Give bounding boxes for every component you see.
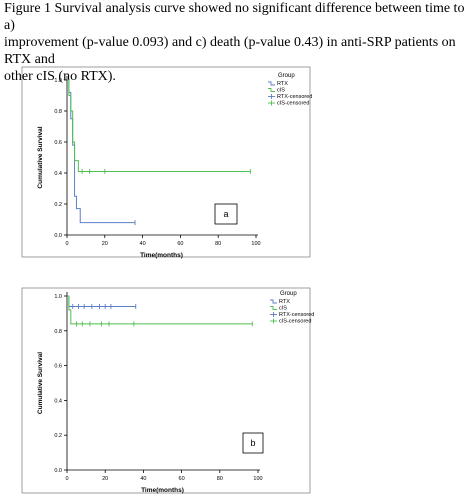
chart-a-x-axis-label: Time(months) — [140, 252, 183, 259]
chart-a-legend-title: Group — [278, 73, 295, 79]
chart-a-x-tick-label: 0 — [65, 241, 68, 247]
chart-b-series-rtx — [67, 295, 136, 307]
chart-b-x-tick-label: 40 — [140, 476, 146, 482]
caption-line-1: Figure 1 Survival analysis curve showed … — [4, 1, 465, 33]
chart-b-y-tick-label: 0.6 — [54, 364, 62, 370]
chart-b-legend-swatch — [270, 299, 277, 304]
chart-a-series-cis — [67, 79, 251, 172]
chart-a-x-tick-label: 20 — [102, 241, 108, 247]
chart-b-x-tick-label: 80 — [217, 476, 223, 482]
chart-b-y-axis-label: Cumulative Survival — [37, 352, 44, 414]
chart-b-legend-title: Group — [280, 291, 297, 297]
chart-a-panel-label: a — [223, 209, 228, 219]
chart-b-y-tick-label: 0.2 — [54, 433, 62, 439]
chart-b-legend-entry: RTX-censored — [279, 312, 314, 318]
chart-a-y-tick-label: 0.2 — [54, 202, 62, 208]
chart-a-legend-entry: cIS — [277, 88, 285, 94]
chart-a-frame — [21, 66, 311, 258]
caption-line-2: improvement (p-value 0.093) and c) death… — [4, 35, 456, 67]
chart-a-y-tick-label: 0.0 — [54, 233, 62, 239]
chart-a-legend-entry: RTX — [277, 81, 288, 87]
chart-b-x-tick-label: 20 — [102, 476, 108, 482]
chart-a-y-tick-label: 1.0 — [54, 78, 62, 84]
chart-b-series-cis — [67, 295, 253, 325]
chart-b-x-tick-label: 0 — [65, 476, 68, 482]
chart-b-y-tick-label: 0.4 — [54, 398, 62, 404]
chart-b-y-tick-label: 1.0 — [54, 294, 62, 300]
chart-a-y-tick-label: 0.6 — [54, 140, 62, 146]
figure-caption: Figure 1 Survival analysis curve showed … — [4, 0, 470, 85]
chart-b-legend-swatch — [270, 306, 277, 310]
chart-a-y-tick-label: 0.8 — [54, 109, 62, 115]
caption-line-3: other cIS (no RTX). — [4, 69, 116, 84]
chart-a: 0.0 0.2 0.4 0.6 0.8 1.0 0 20 40 60 80 100 Time(month… — [21, 66, 312, 259]
chart-a-y-axis-label: Cumulative Survival — [37, 126, 44, 188]
chart-b-legend-entry: cIS-censored — [279, 319, 311, 325]
chart-b-panel-label: b — [250, 438, 255, 448]
chart-a-y-tick-label: 0.4 — [54, 171, 62, 177]
chart-a-label-box — [214, 203, 238, 225]
chart-a-x-tick-label: 80 — [215, 241, 221, 247]
chart-b-x-tick-label: 60 — [179, 476, 185, 482]
chart-a-legend-entry: RTX-censored — [277, 94, 312, 100]
chart-b-x-tick-label: 100 — [253, 476, 262, 482]
chart-b-label-box — [242, 432, 264, 454]
chart-a-series-rtx — [67, 79, 136, 224]
chart-a-legend-swatch — [268, 81, 275, 86]
chart-b-x-axis-label: Time(months) — [141, 487, 184, 494]
chart-b-y-tick-label: 0.8 — [54, 329, 62, 335]
chart-a-x-tick-label: 100 — [251, 241, 260, 247]
chart-b-y-tick-label: 0.0 — [54, 468, 62, 474]
chart-b-legend-entry: RTX — [279, 299, 290, 305]
chart-a-x-tick-label: 60 — [177, 241, 183, 247]
chart-a-x-tick-label: 40 — [140, 241, 146, 247]
chart-b: 0.0 0.2 0.4 0.6 0.8 1.0 0 20 40 60 80 100 Time(month… — [21, 287, 314, 494]
chart-a-legend-swatch — [268, 88, 275, 92]
chart-b-frame — [21, 287, 311, 494]
chart-b-legend-entry: cIS — [279, 306, 287, 312]
chart-a-legend-entry: cIS-censored — [277, 101, 309, 107]
